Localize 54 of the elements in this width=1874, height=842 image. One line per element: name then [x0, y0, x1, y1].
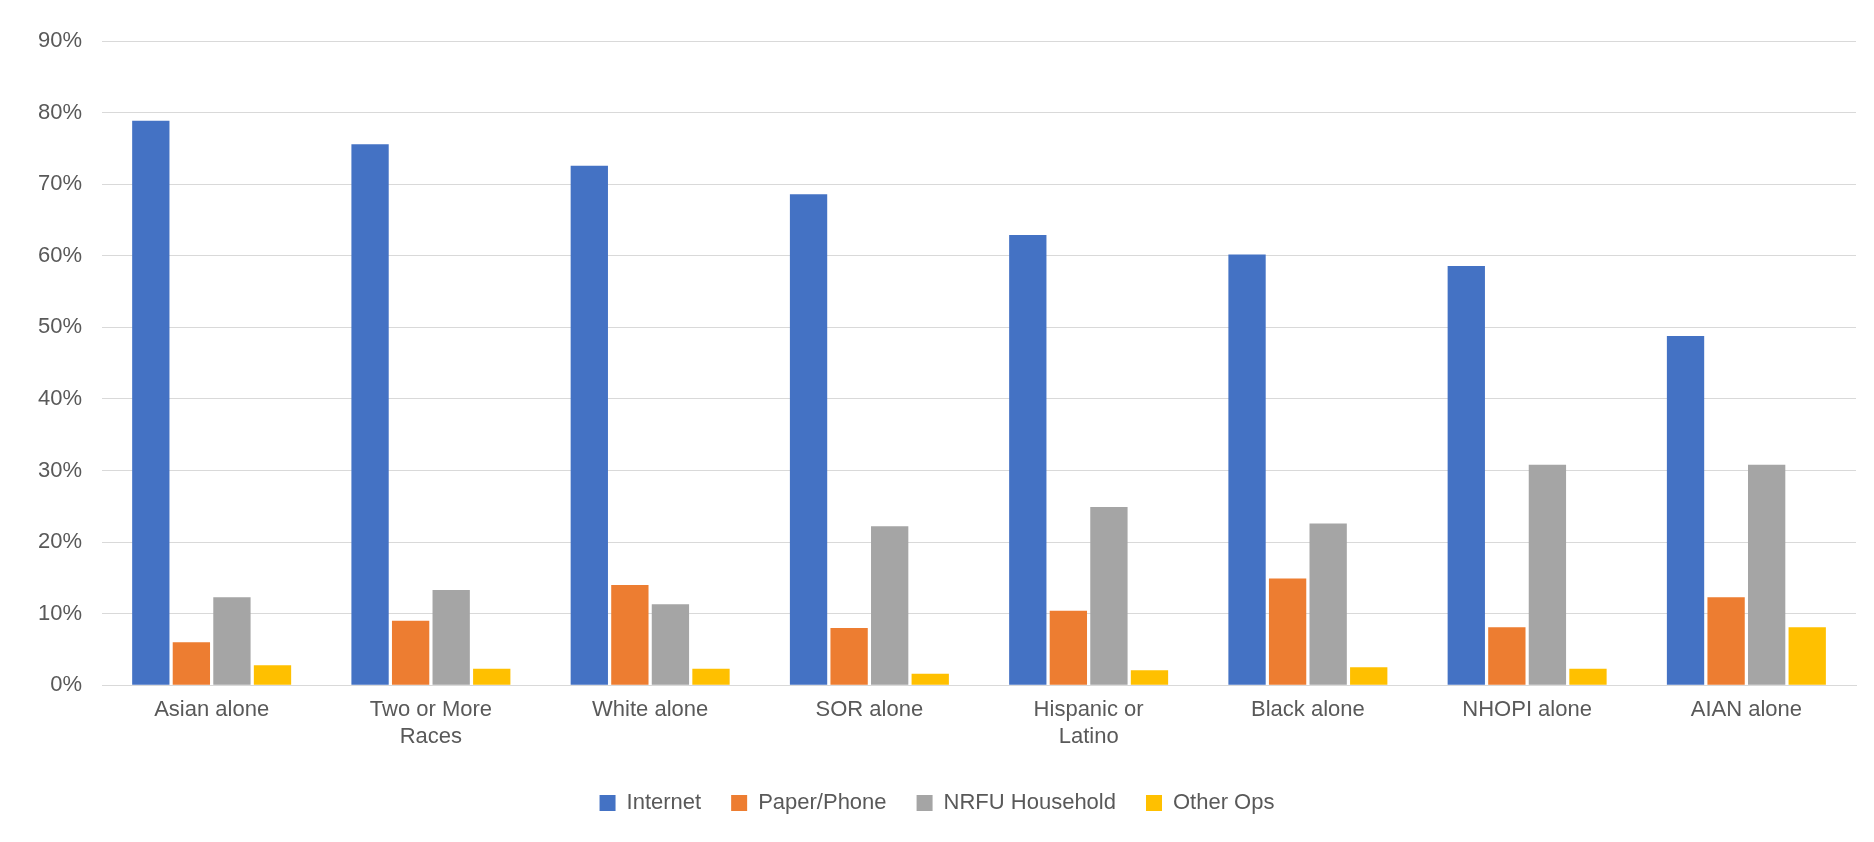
bar	[432, 590, 470, 685]
legend-label: NRFU Household	[943, 789, 1116, 815]
bar	[1268, 578, 1307, 685]
bar	[830, 627, 868, 685]
bar	[1569, 668, 1607, 685]
bar	[1049, 610, 1088, 685]
x-tick-label: White alone	[592, 696, 709, 722]
bar	[1748, 464, 1786, 685]
x-tick-label: Hispanic or Latino	[1033, 696, 1144, 748]
bar	[172, 642, 211, 685]
bar	[871, 526, 909, 685]
x-tick-label: AIAN alone	[1690, 696, 1803, 722]
bar	[1666, 336, 1705, 685]
bar	[1707, 597, 1745, 685]
y-tick-label: 30%	[37, 456, 83, 482]
bar	[1488, 627, 1526, 685]
bar	[1090, 507, 1128, 685]
y-tick-label: 10%	[37, 599, 83, 625]
legend-label: Internet	[626, 789, 702, 815]
bar	[1447, 265, 1485, 685]
y-tick-label: 20%	[37, 528, 83, 554]
y-tick-label: 0%	[50, 671, 83, 697]
x-tick-label: Two or More Races	[369, 696, 493, 748]
bar	[911, 673, 949, 685]
legend-label: Other Ops	[1172, 789, 1275, 815]
x-tick-label: Asian alone	[154, 696, 270, 722]
bar	[391, 620, 430, 685]
bar	[132, 120, 170, 685]
bar	[1350, 667, 1388, 685]
bar	[351, 144, 389, 685]
y-tick-label: 70%	[37, 170, 83, 196]
bar	[651, 604, 690, 685]
y-tick-label: 80%	[37, 98, 83, 124]
x-tick-label: NHOPI alone	[1462, 696, 1592, 722]
x-tick-label: Black alone	[1251, 696, 1365, 722]
bar	[1009, 235, 1047, 685]
bar	[253, 665, 292, 685]
bar	[1528, 464, 1567, 685]
y-tick-label: 40%	[37, 385, 83, 411]
bar	[570, 165, 608, 685]
y-tick-label: 90%	[37, 27, 83, 53]
bar	[1228, 254, 1266, 685]
bar	[611, 585, 649, 685]
x-tick-label: SOR alone	[815, 696, 924, 722]
bar	[692, 668, 730, 685]
y-tick-label: 50%	[37, 313, 83, 339]
bar	[1788, 627, 1826, 685]
bar	[473, 668, 511, 685]
bar	[1130, 670, 1169, 685]
bar	[1309, 523, 1347, 685]
bar	[789, 194, 828, 685]
bar	[213, 597, 251, 685]
y-tick-label: 60%	[37, 241, 83, 267]
legend-label: Paper/Phone	[758, 789, 887, 815]
